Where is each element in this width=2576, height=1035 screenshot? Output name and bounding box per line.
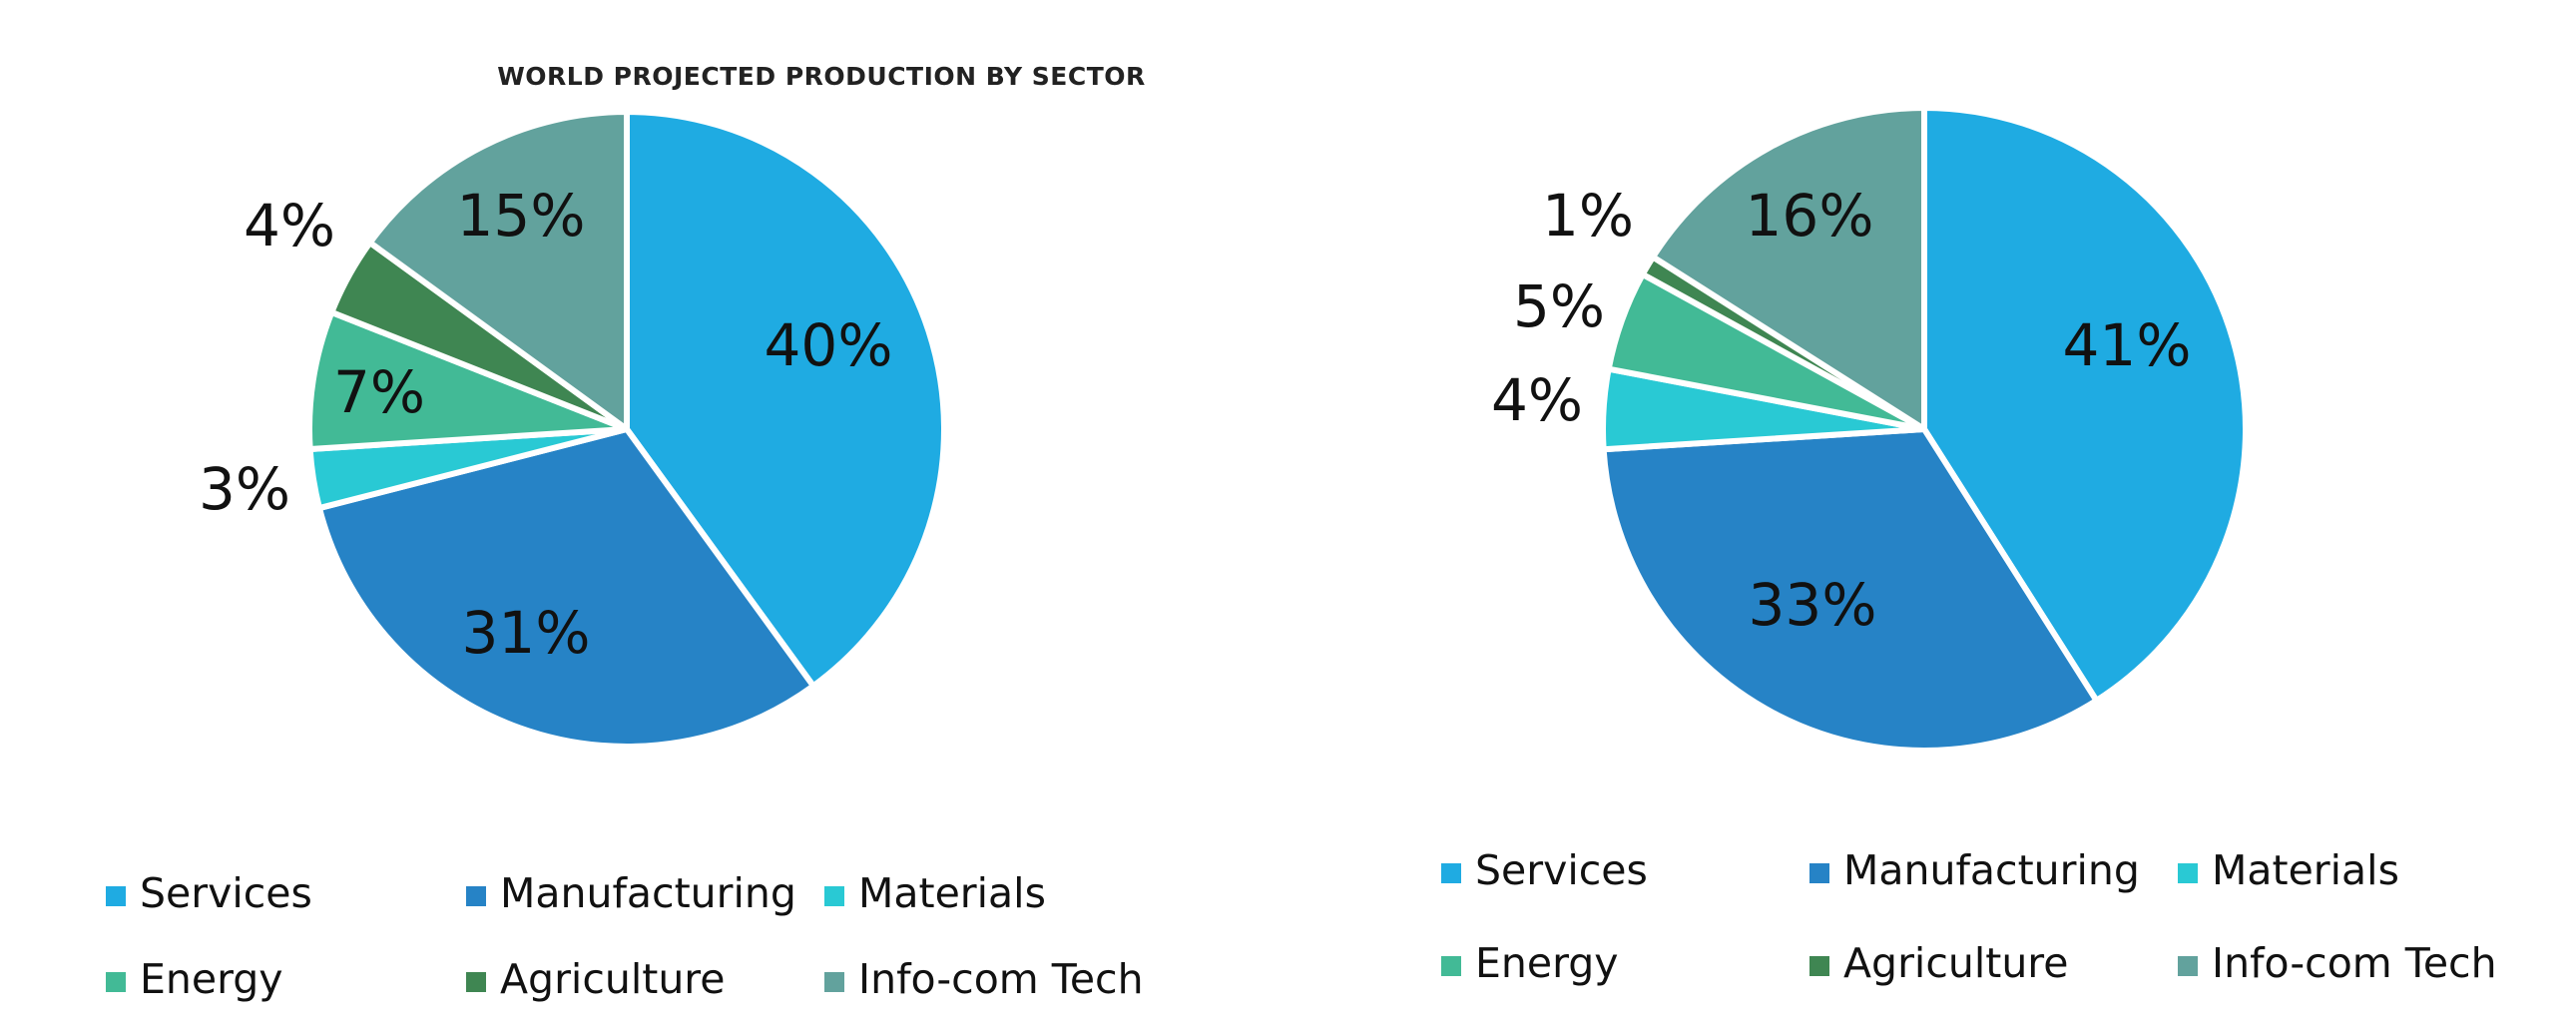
- legend-label-services: Services: [140, 869, 312, 917]
- data-label-agriculture: 1%: [1542, 182, 1634, 250]
- legend-label-energy: Energy: [140, 955, 283, 1003]
- legend-swatch-agriculture: [1809, 956, 1829, 976]
- data-label-materials: 4%: [1491, 366, 1583, 434]
- data-label-services: 41%: [2063, 311, 2192, 379]
- legend-swatch-materials: [824, 886, 844, 906]
- legend-swatch-info-com-tech: [824, 972, 844, 992]
- data-label-energy: 5%: [1513, 272, 1605, 340]
- data-label-manufacturing: 31%: [462, 599, 591, 667]
- pie-chart-left: 40% 31% 3% 7% 4% 15% Services Manufacturing Mate…: [106, 109, 1144, 1003]
- legend-label-agriculture: Agriculture: [1843, 939, 2068, 987]
- legend-swatch-energy: [106, 972, 126, 992]
- pie-slice-energy: [306, 308, 630, 452]
- legend-swatch-manufacturing: [466, 886, 486, 906]
- data-label-info-com-tech: 15%: [457, 182, 586, 250]
- pie-slice-info-com-tech: [1650, 105, 1927, 432]
- pie-slice-info-com-tech: [366, 109, 630, 432]
- legend-label-manufacturing: Manufacturing: [1843, 846, 2140, 894]
- data-label-materials: 3%: [199, 455, 290, 523]
- data-label-agriculture: 4%: [244, 192, 335, 259]
- legend: Services Manufacturing Materials Energy Agri…: [106, 869, 1144, 1003]
- legend-swatch-agriculture: [466, 972, 486, 992]
- legend: Services Manufacturing Materials Energy Agri…: [1441, 846, 2497, 987]
- data-label-info-com-tech: 16%: [1746, 182, 1874, 250]
- legend-swatch-info-com-tech: [2178, 956, 2198, 976]
- pie-chart-right: 41% 33% 4% 5% 1% 16% Services Manufacturing Mate…: [1441, 105, 2497, 987]
- legend-label-materials: Materials: [2212, 846, 2399, 894]
- chart-title: WORLD PROJECTED PRODUCTION BY SECTOR: [497, 62, 1146, 91]
- data-label-manufacturing: 33%: [1749, 571, 1877, 639]
- legend-swatch-services: [106, 886, 126, 906]
- legend-label-energy: Energy: [1475, 939, 1619, 987]
- data-label-services: 40%: [765, 311, 893, 379]
- pie-slice-manufacturing: [1600, 426, 2100, 754]
- legend-label-agriculture: Agriculture: [500, 955, 725, 1003]
- legend-swatch-materials: [2178, 863, 2198, 883]
- legend-label-services: Services: [1475, 846, 1648, 894]
- legend-swatch-services: [1441, 863, 1461, 883]
- legend-label-materials: Materials: [858, 869, 1046, 917]
- legend-label-info-com-tech: Info-com Tech: [2212, 939, 2497, 987]
- pie-slice-services: [624, 109, 947, 690]
- legend-label-manufacturing: Manufacturing: [500, 869, 796, 917]
- legend-swatch-manufacturing: [1809, 863, 1829, 883]
- legend-swatch-energy: [1441, 956, 1461, 976]
- pie-slice-manufacturing: [315, 426, 816, 750]
- data-label-energy: 7%: [333, 358, 425, 426]
- legend-label-info-com-tech: Info-com Tech: [858, 955, 1144, 1003]
